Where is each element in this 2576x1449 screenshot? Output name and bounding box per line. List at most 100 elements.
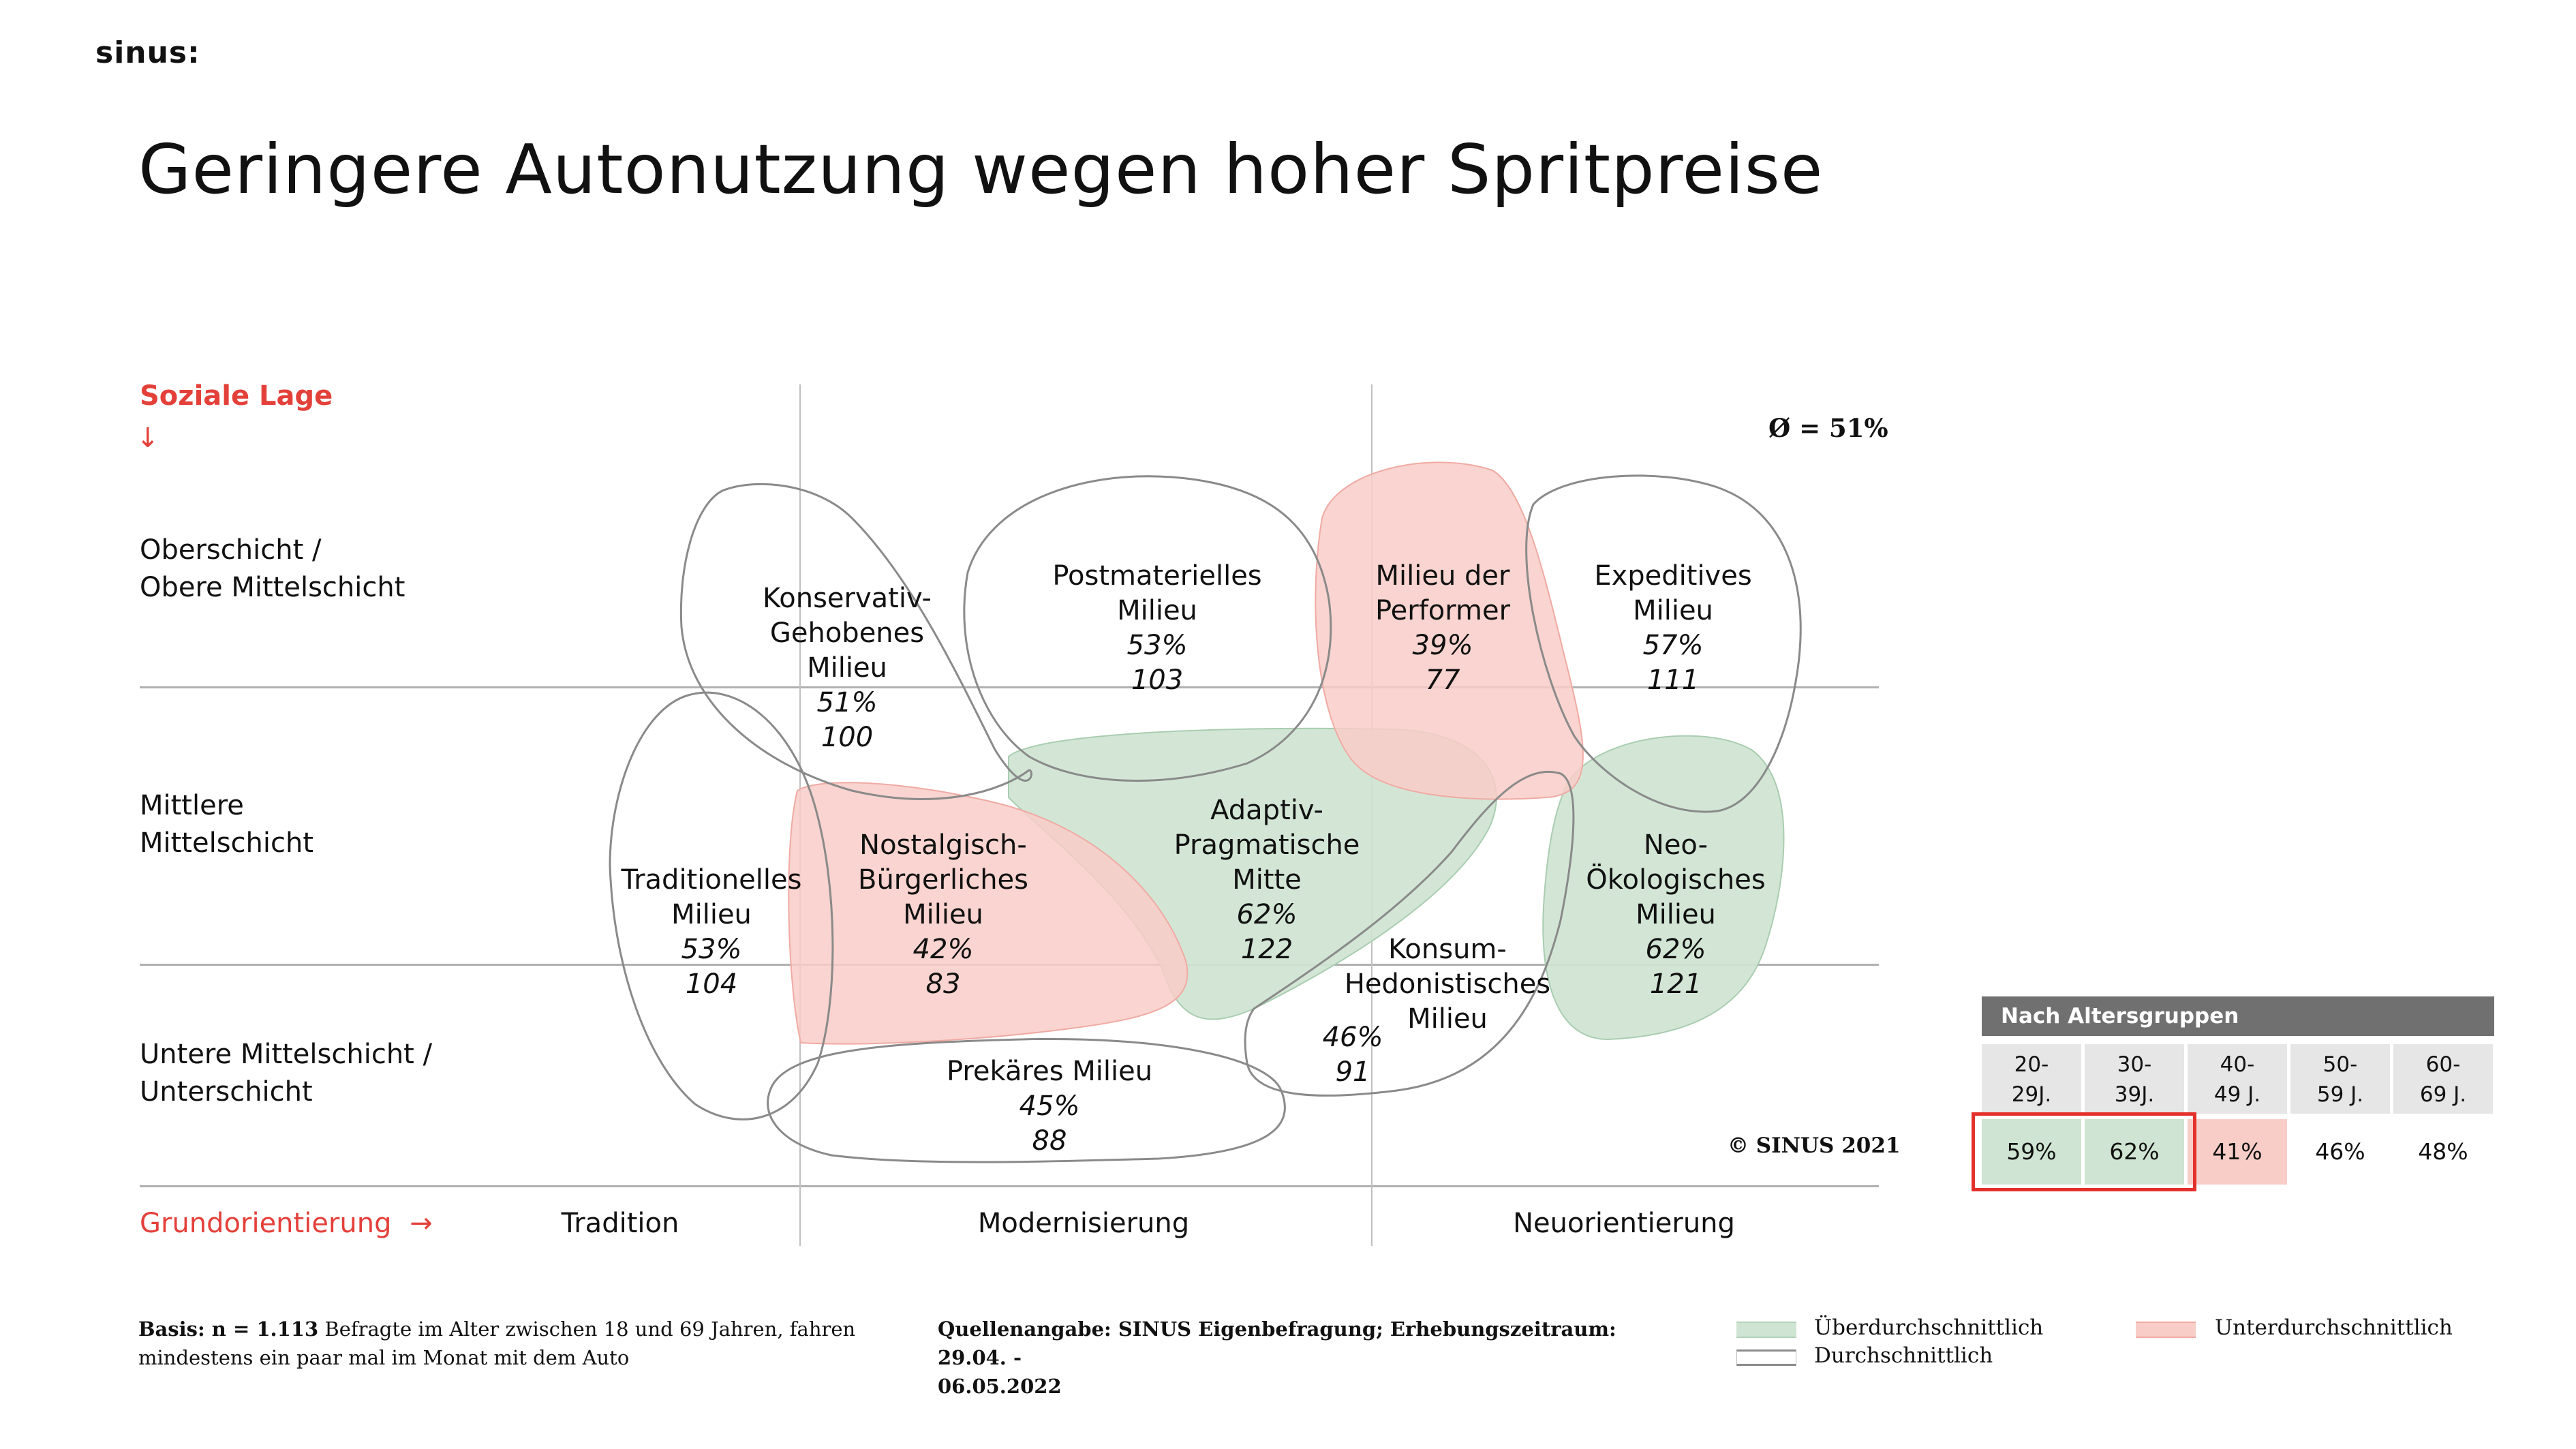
milieu-prekaeres: Prekäres Milieu 45% 88	[947, 1054, 1152, 1159]
page-title: Geringere Autonutzung wegen hoher Spritp…	[138, 129, 1824, 209]
milieu-name: Nostalgisch-	[859, 829, 1027, 861]
milieu-index: 83	[925, 968, 961, 1000]
milieu-name: Adaptiv-	[1210, 795, 1323, 826]
shape-milieu-der-performer	[1315, 461, 1584, 800]
col-label-modernisierung: Modernisierung	[977, 1208, 1190, 1239]
milieu-neo-oekologisches: Neo- Ökologisches Milieu 62% 121	[1586, 828, 1765, 1002]
milieu-konsum-hedonistisches-values: 46% 91	[1323, 1020, 1383, 1090]
shape-postmaterielles-milieu	[963, 475, 1332, 782]
milieu-name: Traditionelles	[621, 864, 802, 896]
col-label-neuorientierung: Neuorientierung	[1513, 1208, 1735, 1239]
average-value: Ø = 51%	[1768, 413, 1888, 443]
milieu-nostalgisch-buergerliches: Nostalgisch- Bürgerliches Milieu 42% 83	[858, 828, 1028, 1002]
milieu-index: 111	[1646, 665, 1700, 696]
legend-swatch-above	[1736, 1322, 1796, 1338]
milieu-index: 91	[1335, 1056, 1370, 1088]
milieu-percent: 42%	[913, 934, 974, 965]
legend-swatch-average	[1736, 1349, 1796, 1366]
legend-below: Unterdurchschnittlich	[2215, 1315, 2453, 1340]
shape-prekaeres-milieu	[767, 1038, 1286, 1163]
legend-swatch-below	[2136, 1322, 2196, 1338]
milieu-name: Milieu	[903, 899, 983, 930]
row-label-upper-text: Oberschicht / Obere Mittelschicht	[140, 534, 405, 603]
age-label-60-69: 60- 69 J.	[2393, 1044, 2493, 1114]
copyright: © SINUS 2021	[1728, 1133, 1901, 1158]
basis-text: Befragte im Alter zwischen 18 und 69 Jah…	[318, 1317, 856, 1341]
milieu-name: Hedonistisches	[1344, 968, 1551, 1000]
milieu-name: Milieu der	[1375, 560, 1510, 592]
shape-nostalgisch-buergerliches-milieu	[788, 782, 1189, 1045]
age-label-line: 59 J.	[2316, 1082, 2364, 1107]
age-label-line: 29J.	[2011, 1082, 2052, 1107]
milieu-name: Ökologisches	[1586, 864, 1766, 896]
arrow-down-icon: ↓	[136, 423, 159, 454]
age-value-20-29: 59%	[1982, 1119, 2081, 1185]
age-label-50-59: 50- 59 J.	[2290, 1044, 2390, 1114]
x-axis-label: Grundorientierung →	[140, 1208, 433, 1239]
shape-konservativ-gehobenes-milieu	[679, 483, 1032, 800]
milieu-name: Milieu	[671, 899, 752, 930]
milieu-name: Neo-	[1643, 829, 1708, 861]
age-label-line: 60-	[2425, 1052, 2461, 1077]
source-line-2: 06.05.2022	[938, 1375, 1062, 1398]
age-value-50-59: 46%	[2315, 1138, 2365, 1165]
source-line-1: Quellenangabe: SINUS Eigenbefragung; Erh…	[938, 1317, 1616, 1369]
milieu-index: 103	[1131, 665, 1184, 696]
milieu-index: 77	[1425, 665, 1460, 696]
basis-bold: Basis: n = 1.113	[138, 1317, 319, 1341]
milieu-name: Pragmatische	[1174, 829, 1360, 861]
shape-traditionelles-milieu	[609, 691, 834, 1120]
milieu-name: Prekäres Milieu	[946, 1056, 1153, 1087]
row-label-lower-text: Untere Mittelschicht / Unterschicht	[140, 1039, 433, 1108]
milieu-index: 122	[1240, 934, 1293, 965]
divider-upper	[140, 686, 1879, 688]
shape-konsum-hedonistisches-milieu	[1244, 770, 1575, 1097]
y-axis-label: Soziale Lage	[140, 380, 333, 412]
highlight-box	[1972, 1112, 2196, 1191]
milieu-index: 121	[1649, 968, 1702, 1000]
x-axis-label-text: Grundorientierung	[140, 1208, 392, 1239]
milieu-name: Performer	[1375, 595, 1511, 626]
age-value-60-69: 48%	[2418, 1138, 2468, 1165]
source-note: Quellenangabe: SINUS Eigenbefragung; Erh…	[938, 1315, 1687, 1401]
age-label-line: 49 J.	[2213, 1082, 2261, 1107]
milieu-name: Konservativ-	[763, 583, 932, 614]
milieu-percent: 62%	[1236, 899, 1298, 930]
milieu-percent: 62%	[1645, 934, 1706, 965]
col-label-tradition: Tradition	[561, 1208, 679, 1239]
age-label-line: 40-	[2220, 1052, 2255, 1077]
milieu-percent: 51%	[816, 687, 878, 718]
age-label-line: 20-	[2014, 1052, 2049, 1077]
row-label-upper: Oberschicht / Obere Mittelschicht	[140, 532, 405, 607]
age-label-line: 39J.	[2114, 1082, 2155, 1107]
milieu-name: Expeditives	[1594, 560, 1752, 592]
milieu-index: 104	[685, 968, 738, 1000]
milieu-name: Bürgerliches	[858, 864, 1028, 896]
age-value-30-39: 62%	[2085, 1119, 2184, 1185]
age-label-line: 30-	[2117, 1052, 2152, 1077]
age-label-40-49: 40- 49 J.	[2188, 1044, 2287, 1114]
milieu-konsum-hedonistisches: Konsum- Hedonistisches Milieu	[1345, 932, 1550, 1037]
milieu-name: Postmaterielles	[1052, 560, 1262, 592]
milieu-expeditives: Expeditives Milieu 57% 111	[1594, 559, 1751, 698]
milieu-name: Milieu	[1636, 899, 1716, 930]
milieu-name: Mitte	[1232, 864, 1302, 896]
legend-average: Durchschnittlich	[1814, 1343, 1993, 1368]
basis-text-2: mindestens ein paar mal im Monat mit dem…	[138, 1346, 630, 1369]
milieu-name: Milieu	[1633, 595, 1713, 626]
sinus-logo: sinus:	[95, 35, 200, 70]
milieu-name: Milieu	[1117, 595, 1197, 626]
milieu-percent: 53%	[681, 934, 742, 965]
age-value-40-49: 41%	[2188, 1119, 2287, 1185]
milieu-percent: 53%	[1126, 630, 1188, 661]
row-label-middle-text: Mittlere Mittelschicht	[140, 790, 314, 859]
milieu-performer: Milieu der Performer 39% 77	[1375, 559, 1510, 698]
milieu-percent: 46%	[1322, 1022, 1383, 1053]
age-label-20-29: 20- 29J.	[1982, 1044, 2081, 1114]
row-label-middle: Mittlere Mittelschicht	[140, 787, 313, 862]
shape-neo-oekologisches-milieu	[1542, 735, 1785, 1041]
milieu-traditionelles: Traditionelles Milieu 53% 104	[622, 863, 802, 1002]
milieu-name: Milieu	[807, 652, 887, 684]
milieu-konservativ-gehobenes: Konservativ- Gehobenes Milieu 51% 100	[763, 581, 932, 755]
